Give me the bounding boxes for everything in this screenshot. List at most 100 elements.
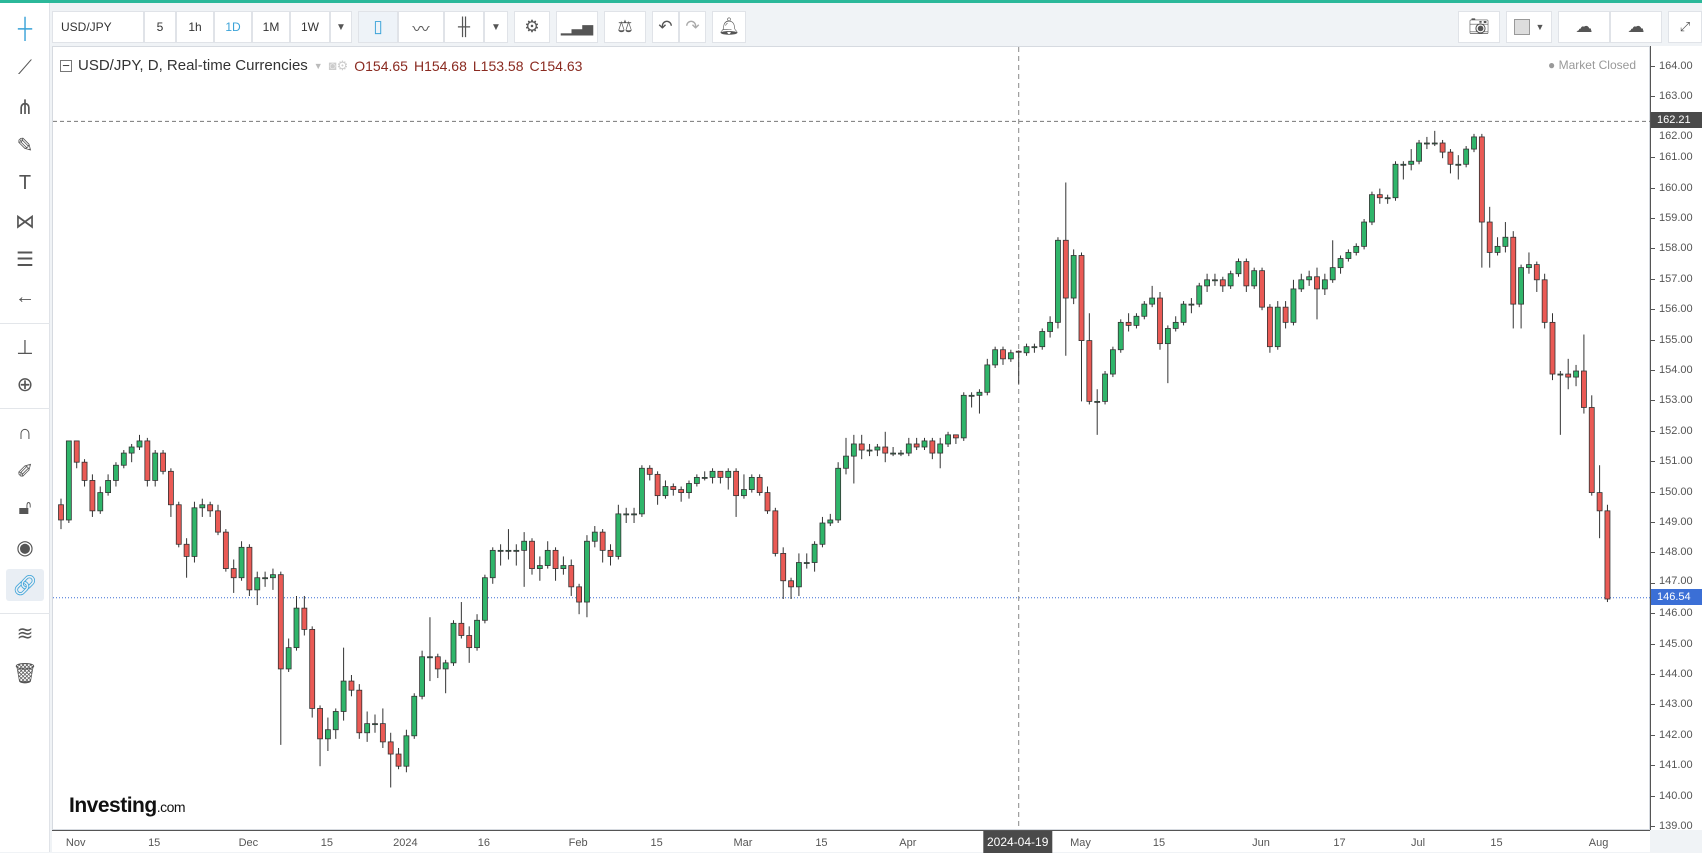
collapse-icon[interactable]: − (60, 59, 72, 72)
price-tick (1651, 613, 1655, 615)
trend-line-icon[interactable]: ⟋ (18, 56, 32, 79)
cloud-upload-icon[interactable]: ☁ (1610, 11, 1662, 43)
candle-body (646, 467, 653, 475)
time-tick-label: 15 (1152, 837, 1166, 849)
interval-5[interactable]: 5 (144, 11, 176, 43)
candle-body (1251, 270, 1258, 287)
text-icon[interactable]: T (18, 171, 32, 194)
candle-body (1102, 373, 1108, 402)
fullscreen-icon[interactable]: ⤢ (1668, 11, 1702, 43)
candle-body (937, 443, 944, 454)
candle-body (1306, 276, 1313, 281)
price-axis[interactable]: 164.00 163.00 162.00 161.00 160.00 159.00 158.… (1650, 46, 1702, 832)
link-icon[interactable]: 🔗︎ (6, 569, 44, 601)
price-tick-label: 147.00 (1659, 574, 1693, 587)
time-axis[interactable]: Nov 15 Dec 15 2024 16 Feb 15 Mar 15 Apr May 15 Jun 17 J… (52, 830, 1650, 853)
candle-body (1361, 221, 1367, 247)
candle-body (1510, 236, 1517, 305)
line-chart-icon[interactable]: 〰 (398, 11, 444, 43)
time-tick-label: May (1070, 837, 1091, 849)
interval-dropdown-icon[interactable]: ▼ (330, 11, 352, 43)
candle-body (348, 680, 355, 691)
candle-body (364, 723, 371, 734)
measure-icon[interactable]: ☰ (16, 248, 34, 271)
legend-settings-icon[interactable]: ◙⚙ (328, 57, 349, 73)
price-tick-label: 151.00 (1659, 455, 1693, 468)
price-tick (1651, 826, 1655, 827)
chart-area[interactable] (52, 46, 1651, 831)
interval-1d[interactable]: 1D (214, 11, 252, 43)
candle-body (136, 440, 143, 448)
candlestick-plot[interactable] (53, 47, 1651, 831)
camera-icon[interactable]: 📷︎ (1458, 11, 1500, 43)
price-tick-label: 159.00 (1659, 212, 1693, 224)
lock-drawings-icon[interactable]: ✐ (16, 460, 34, 483)
magnet-icon[interactable]: ∩ (17, 421, 33, 444)
interval-1w[interactable]: 1W (290, 11, 330, 43)
symbol-input[interactable]: USD/JPY (52, 11, 144, 43)
interval-1m[interactable]: 1M (252, 11, 290, 43)
time-tick-label: Nov (65, 837, 86, 849)
price-tick (1651, 734, 1655, 736)
legend-title: USD/JPY, D, Real-time Currencies (78, 57, 308, 74)
candle-body (1471, 136, 1477, 150)
candle-body (1353, 245, 1360, 253)
legend-dropdown-icon[interactable]: ▼ (313, 60, 323, 71)
color-swatch-icon[interactable]: ▼ (1506, 11, 1552, 43)
candle-body (1141, 303, 1148, 317)
eye-icon[interactable]: ◉ (16, 536, 34, 559)
candlestick-icon[interactable]: ▯ (358, 11, 398, 43)
candle-body (1329, 267, 1336, 281)
back-arrow-icon[interactable]: ← (15, 285, 35, 308)
candle-body (819, 522, 826, 545)
candle-body (1376, 194, 1383, 199)
pitchfork-icon[interactable]: ⋔ (16, 96, 34, 119)
price-tick (1651, 157, 1655, 159)
time-tick-label: 17 (1333, 837, 1346, 849)
candle-body (780, 552, 787, 582)
candle-body (215, 510, 221, 533)
sidebar-divider (0, 323, 50, 324)
compare-icon[interactable]: ⚖ (604, 11, 646, 43)
ruler-icon[interactable]: ⊥ (16, 336, 34, 359)
chart-type-dropdown-icon[interactable]: ▼ (484, 11, 508, 43)
candle-body (481, 577, 488, 621)
price-tick (1651, 704, 1655, 706)
layers-icon[interactable]: ≋ (16, 622, 34, 645)
candle-body (1581, 370, 1587, 408)
unlock-icon[interactable]: 🔓︎ (18, 496, 32, 519)
candle-body (686, 483, 692, 494)
candle-body (905, 443, 912, 454)
candle-body (411, 695, 418, 737)
indicators-icon[interactable]: ▁▃▅ (556, 11, 598, 43)
add-alert-icon[interactable]: 🔔︎ (712, 11, 746, 43)
candle-body (1094, 400, 1101, 403)
trash-icon[interactable]: 🗑︎ (12, 662, 38, 685)
candle-body (1298, 279, 1305, 290)
candle-body (921, 440, 928, 448)
price-tick (1651, 552, 1655, 554)
candle-body (835, 467, 842, 521)
cloud-download-icon[interactable]: ☁ (1558, 11, 1610, 43)
candle-body (427, 656, 433, 659)
crosshair-icon[interactable]: ┼ (17, 17, 33, 40)
price-tick (1651, 795, 1655, 797)
legend-close: C154.63 (529, 57, 583, 74)
gear-icon[interactable]: ⚙ (514, 11, 550, 43)
drawing-toolbar: ┼ ⟋ ⋔ ✎ T ⋈ ☰ ← ⊥ ⊕ ∩ ✐ 🔓︎ ◉ 🔗︎ ≋ 🗑︎ (0, 3, 50, 852)
brush-icon[interactable]: ✎ (16, 134, 34, 157)
candle-body (1000, 349, 1006, 360)
price-tick-label: 141.00 (1659, 759, 1693, 772)
candle-body (1439, 142, 1446, 153)
candle-body (1337, 258, 1344, 269)
undo-icon[interactable]: ↶ (652, 11, 679, 43)
redo-icon[interactable]: ↷ (679, 11, 706, 43)
candle-body (1533, 264, 1540, 281)
bar-chart-icon[interactable]: ╫ (444, 11, 484, 43)
candle-body (293, 607, 300, 649)
interval-1h[interactable]: 1h (176, 11, 214, 43)
zoom-in-icon[interactable]: ⊕ (16, 373, 34, 396)
pattern-icon[interactable]: ⋈ (15, 210, 35, 233)
candle-body (1219, 279, 1226, 287)
price-tick-label: 149.00 (1659, 516, 1693, 528)
